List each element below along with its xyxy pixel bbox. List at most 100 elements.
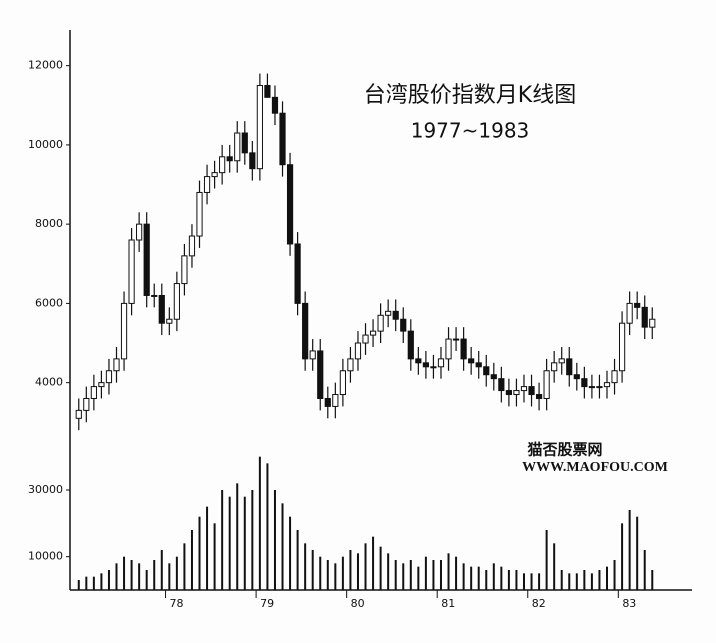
volume-bar [77, 580, 80, 590]
candle-body [98, 382, 105, 388]
volume-bar [206, 506, 209, 590]
volume-bar [100, 573, 103, 590]
candle-body [505, 390, 512, 396]
candle-body [641, 306, 648, 328]
candle-body [611, 370, 618, 384]
candle-body [566, 358, 573, 376]
candle-body [324, 397, 331, 407]
volume-bar [281, 503, 284, 590]
candle-body [264, 84, 271, 98]
candle-body [498, 378, 505, 392]
volume-bar [485, 570, 488, 590]
candle-body [151, 294, 158, 297]
candle-body [543, 370, 550, 399]
volume-bar [289, 516, 292, 590]
chart-title: 台湾股价指数月K线图 [364, 83, 576, 108]
volume-bar [621, 523, 624, 590]
x-tick-label: 80 [351, 597, 365, 610]
candle-body [173, 283, 180, 320]
volume-bar [296, 530, 299, 590]
candle-body [279, 112, 286, 166]
watermark-url: WWW.MAOFOU.COM [522, 460, 668, 475]
candle-body [158, 294, 165, 324]
y-tick-label: 10000 [28, 550, 63, 563]
volume-bar [160, 550, 163, 590]
candle-body [75, 409, 82, 419]
volume-bar [447, 553, 450, 590]
candle-body [528, 386, 535, 396]
candle-body [241, 132, 248, 154]
y-tick-label: 10000 [28, 138, 63, 151]
candle-body [143, 223, 150, 296]
candle-body [196, 191, 203, 237]
volume-bar [221, 490, 224, 590]
volume-bar [85, 576, 88, 590]
candle-body [596, 386, 603, 389]
volume-bar [500, 566, 503, 590]
candle-body [136, 223, 143, 241]
candle-body [294, 243, 301, 304]
volume-bar [477, 566, 480, 590]
candle-body [483, 366, 490, 376]
volume-bar [326, 560, 329, 590]
x-tick-label: 82 [532, 597, 546, 610]
candle-body [226, 156, 233, 162]
candle-body [128, 239, 135, 304]
volume-bar [545, 530, 548, 590]
candle-body [271, 96, 279, 114]
candle-body [407, 330, 414, 360]
candle-body [588, 386, 596, 389]
candle-body [211, 172, 218, 178]
candle-body [437, 358, 445, 368]
candle-body [634, 302, 641, 308]
volume-bar [507, 570, 510, 590]
volume-bar [123, 556, 126, 590]
candle-body [302, 302, 309, 360]
volume-bar [319, 556, 322, 590]
candle-body [256, 84, 263, 170]
watermark: 猫否股票网 [527, 441, 602, 459]
volume-bar [643, 550, 646, 590]
volume-bar [530, 573, 533, 590]
candle-body [309, 350, 316, 360]
candle-body [203, 176, 211, 193]
x-tick-label: 79 [260, 597, 274, 610]
volume-bar [455, 556, 458, 590]
volume-bar [515, 570, 518, 590]
volume-bar [575, 573, 578, 590]
volume-bar [628, 510, 631, 590]
candle-body [105, 370, 113, 384]
y-tick-label: 12000 [28, 59, 63, 72]
candle-body [234, 132, 241, 162]
volume-bar [560, 570, 563, 590]
candle-body [618, 322, 626, 372]
volume-bar [402, 563, 405, 590]
volume-bar [341, 556, 344, 590]
volume-bar [304, 543, 307, 590]
candle-body [551, 362, 558, 372]
candle-body [181, 255, 188, 285]
candle-body [445, 338, 452, 360]
volume-bar [553, 543, 556, 590]
candle-body [120, 302, 128, 360]
volume-bar [432, 560, 435, 590]
volume-bar [183, 543, 186, 590]
candle-body [603, 382, 611, 388]
candle-body [113, 358, 120, 372]
volume-bar [115, 563, 118, 590]
candle-body [581, 378, 588, 388]
candle-body [219, 156, 226, 174]
candle-body [332, 394, 339, 407]
volume-bar [387, 553, 390, 590]
volume-bar [258, 456, 261, 590]
x-tick-label: 83 [622, 597, 636, 610]
candle-body [188, 235, 196, 257]
volume-bar [522, 573, 525, 590]
x-tick-label: 81 [441, 597, 455, 610]
y-tick-label: 6000 [35, 296, 63, 309]
volume-bar [349, 550, 352, 590]
volume-bar [92, 576, 95, 590]
